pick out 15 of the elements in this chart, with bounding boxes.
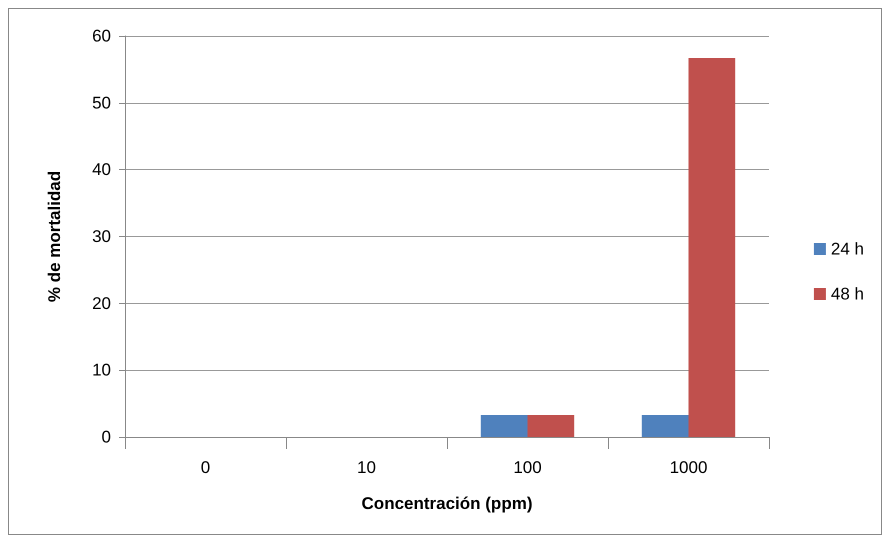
x-tick-label: 0 [200,458,210,477]
x-tick-label: 100 [513,458,542,477]
y-tick-label: 60 [92,26,111,46]
y-tick-label: 20 [92,294,111,313]
y-tick-label: 40 [92,160,111,180]
y-tick-label: 30 [92,227,111,246]
x-axis-title: Concentración (ppm) [362,494,532,513]
x-tick-label: 1000 [670,458,708,477]
x-tick-label: 10 [357,458,376,477]
y-tick-label: 10 [92,360,111,380]
y-tick-label: 0 [102,428,111,446]
y-axis-title: % de mortalidad [45,170,64,302]
y-tick-label: 50 [92,93,111,112]
legend-label: 24 h [830,240,864,258]
legend-label: 48 h [830,284,864,304]
